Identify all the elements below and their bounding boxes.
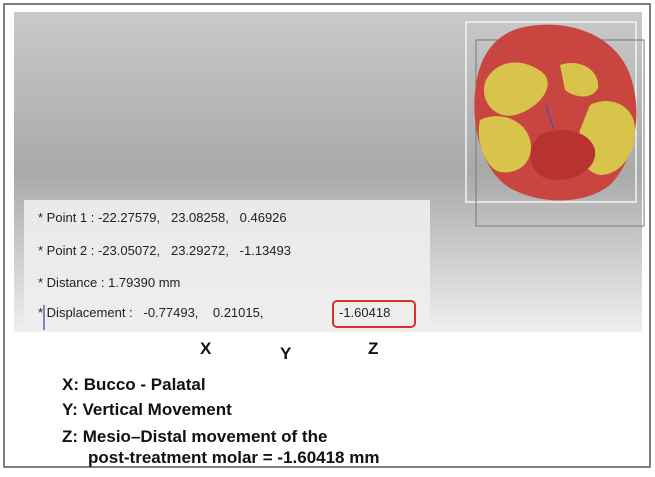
displacement-z: -1.60418 bbox=[339, 305, 390, 320]
measurement: * Point 2 : -23.05072, 23.29272, -1.1349… bbox=[38, 243, 291, 258]
axis-label: Y bbox=[280, 344, 292, 363]
legend-line: Z: Mesio–Distal movement of the bbox=[62, 427, 327, 446]
legend-line: X: Bucco - Palatal bbox=[62, 375, 206, 394]
axis-label: X bbox=[200, 339, 212, 358]
axis-label: Z bbox=[368, 339, 378, 358]
screenshot: * Point 1 : -22.27579, 23.08258, 0.46926… bbox=[0, 0, 655, 472]
measurement: * Point 1 : -22.27579, 23.08258, 0.46926 bbox=[38, 210, 287, 225]
legend-line: post-treatment molar = -1.60418 mm bbox=[88, 448, 379, 467]
legend-line: Y: Vertical Movement bbox=[62, 400, 232, 419]
displacement: * Displacement : -0.77493, 0.21015, bbox=[38, 305, 263, 320]
measurement: * Distance : 1.79390 mm bbox=[38, 275, 180, 290]
